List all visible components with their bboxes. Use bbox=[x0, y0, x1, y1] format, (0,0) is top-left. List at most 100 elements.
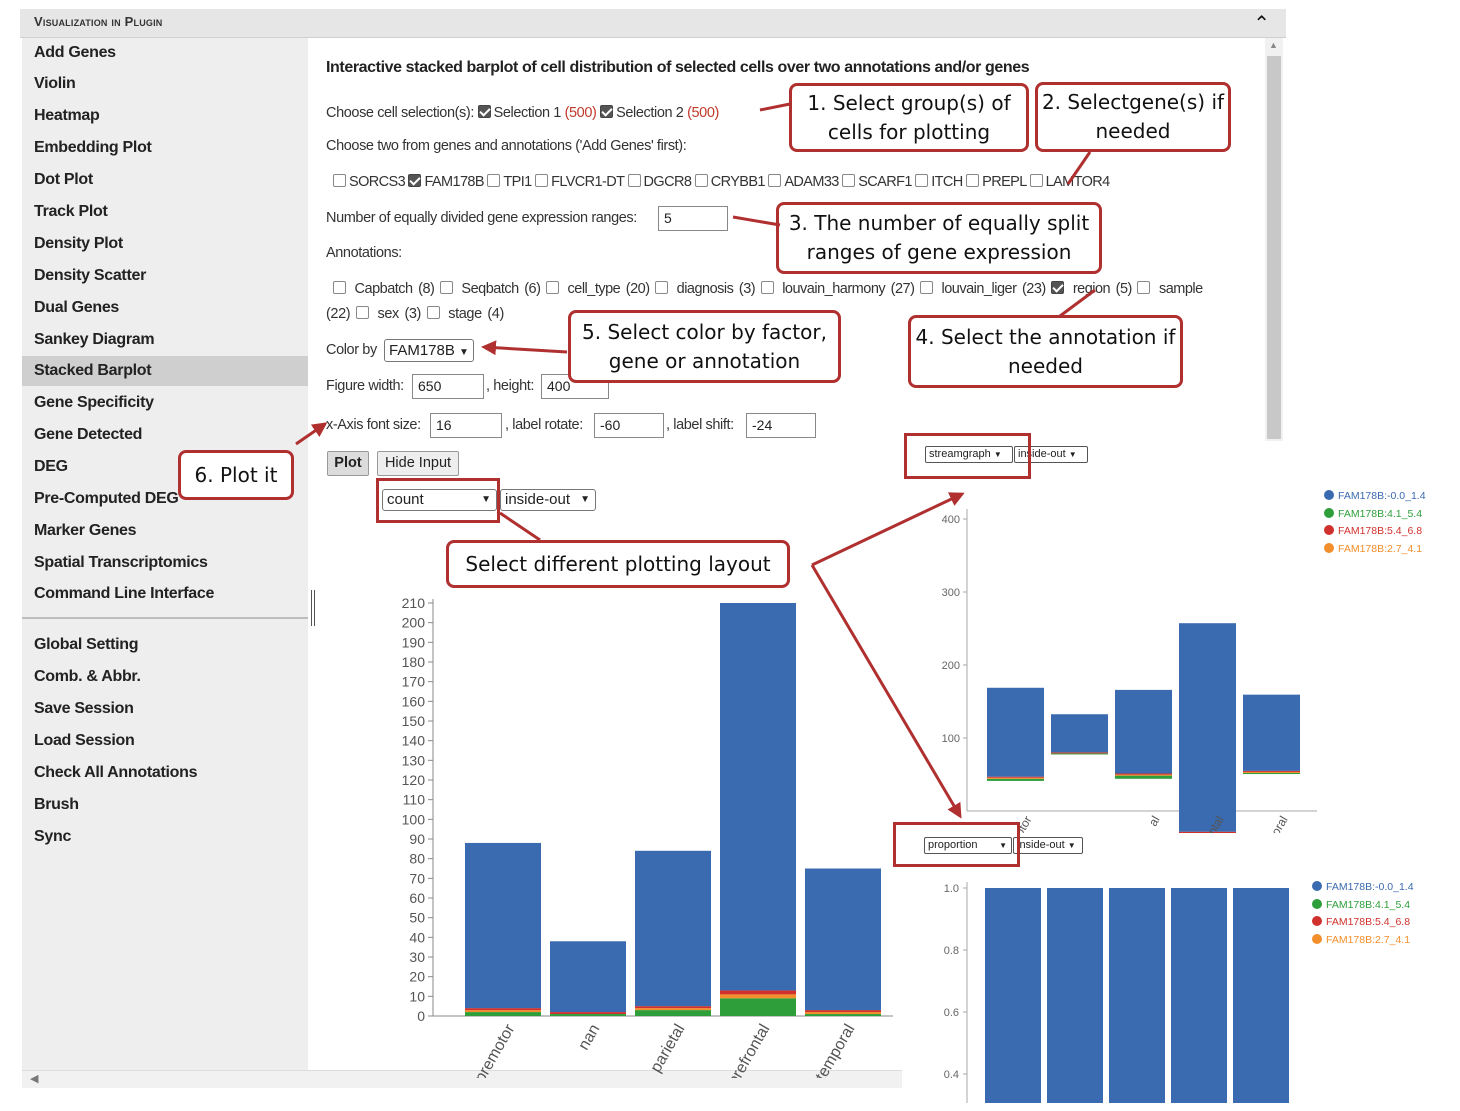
annotation-checkbox-sample[interactable] bbox=[1137, 281, 1151, 294]
annotation-checkbox-row-2: (22) sex (3) stage (4) bbox=[326, 306, 504, 322]
callout-text: 3. The number of equally split ranges of… bbox=[788, 211, 1090, 264]
sidebar-item-heatmap[interactable]: Heatmap bbox=[34, 107, 100, 124]
annotation-label: (22) bbox=[326, 306, 351, 322]
legend-item: FAM178B:4.1_5.4 bbox=[1324, 506, 1426, 524]
scroll-up-icon[interactable]: ▲ bbox=[1269, 40, 1278, 50]
horizontal-scrollbar[interactable]: ◀ bbox=[22, 1070, 902, 1088]
sidebar-resize-handle[interactable] bbox=[311, 590, 315, 626]
gene-label: FAM178B bbox=[424, 174, 484, 190]
sidebar-item-spatial-transcriptomics[interactable]: Spatial Transcriptomics bbox=[34, 554, 208, 571]
axis-font-input[interactable]: 16 bbox=[430, 413, 502, 438]
vertical-scrollbar[interactable]: ▲ bbox=[1265, 38, 1283, 441]
sidebar-item-pre-computed-deg[interactable]: Pre-Computed DEG bbox=[34, 490, 179, 507]
stream-mode-select[interactable]: streamgraph ▼ bbox=[925, 446, 1013, 463]
gene-checkbox-sorcs3[interactable] bbox=[333, 174, 346, 187]
scrollbar-thumb[interactable] bbox=[1267, 56, 1281, 439]
main-content: Interactive stacked barplot of cell dist… bbox=[313, 38, 1265, 1078]
sidebar-item-density-plot[interactable]: Density Plot bbox=[34, 235, 123, 252]
y-tick-label: 20 bbox=[409, 969, 425, 985]
cell-selection-label: Choose cell selection(s): bbox=[326, 105, 474, 121]
proportion-mode-select[interactable]: proportion ▼ bbox=[924, 837, 1012, 854]
gene-label: PREPL bbox=[982, 174, 1027, 190]
y-tick-label: 0.8 bbox=[944, 945, 959, 957]
sidebar-item-check-all-annotations[interactable]: Check All Annotations bbox=[34, 764, 198, 781]
gene-checkbox-flvcr1-dt[interactable] bbox=[535, 174, 549, 187]
layout-order-select[interactable]: inside-out ▼ bbox=[500, 489, 596, 511]
annotation-checkbox-diagnosis[interactable] bbox=[655, 281, 669, 294]
legend-label: FAM178B:4.1_5.4 bbox=[1338, 507, 1423, 520]
callout-annotation: 4. Select the annotation if needed bbox=[908, 315, 1183, 388]
legend-dot-icon bbox=[1312, 916, 1322, 926]
sidebar-item-sync[interactable]: Sync bbox=[34, 828, 72, 845]
sidebar-item-command-line-interface[interactable]: Command Line Interface bbox=[34, 585, 215, 602]
annotation-checkbox-sex[interactable] bbox=[355, 306, 369, 319]
annotation-checkbox-stage[interactable] bbox=[426, 306, 440, 319]
ranges-input[interactable]: 5 bbox=[658, 206, 728, 231]
sidebar-item-dot-plot[interactable]: Dot Plot bbox=[34, 171, 93, 188]
annotation-checkbox-region[interactable] bbox=[1051, 281, 1065, 294]
gene-checkbox-dgcr8[interactable] bbox=[627, 174, 641, 187]
sidebar-item-comb-abbr[interactable]: Comb. & Abbr. bbox=[34, 668, 141, 685]
gene-checkbox-adam33[interactable] bbox=[768, 174, 782, 187]
annotation-checkbox-louvain-liger[interactable] bbox=[919, 281, 933, 294]
layout-mode-select[interactable]: count ▼ bbox=[382, 489, 497, 511]
gene-checkbox-itch[interactable] bbox=[915, 174, 929, 187]
axis-font-label: x-Axis font size: bbox=[326, 417, 421, 433]
hide-input-button[interactable]: Hide Input bbox=[377, 451, 459, 476]
annotation-checkbox-cell-type[interactable] bbox=[545, 281, 559, 294]
bar-segment bbox=[720, 990, 796, 995]
color-by-select[interactable]: FAM178B ▼ bbox=[384, 339, 474, 362]
collapse-chevron-icon[interactable]: ⌃ bbox=[1253, 13, 1270, 35]
selection-2-checkbox[interactable] bbox=[600, 105, 614, 118]
sidebar-item-global-setting[interactable]: Global Setting bbox=[34, 636, 139, 653]
legend-label: FAM178B:4.1_5.4 bbox=[1326, 898, 1411, 911]
label-shift-input[interactable]: -24 bbox=[746, 413, 816, 438]
sidebar-item-gene-detected[interactable]: Gene Detected bbox=[34, 426, 143, 443]
plot-button[interactable]: Plot bbox=[327, 451, 369, 476]
legend-label: FAM178B:-0.0_1.4 bbox=[1338, 490, 1426, 502]
selection-1-checkbox[interactable] bbox=[477, 105, 491, 118]
y-tick-label: 50 bbox=[409, 910, 425, 926]
sidebar-item-brush[interactable]: Brush bbox=[34, 796, 79, 813]
gene-checkbox-scarf1[interactable] bbox=[842, 174, 856, 187]
proportion-bar bbox=[985, 888, 1041, 1103]
gene-checkbox-fam178b[interactable] bbox=[408, 174, 422, 187]
sidebar-item-embedding-plot[interactable]: Embedding Plot bbox=[34, 139, 152, 156]
figure-height-label: , height: bbox=[486, 378, 534, 394]
annotation-label: sample bbox=[1158, 281, 1203, 297]
chevron-down-icon: ▼ bbox=[993, 450, 1002, 459]
sidebar-item-track-plot[interactable]: Track Plot bbox=[34, 203, 108, 220]
sidebar-item-gene-specificity[interactable]: Gene Specificity bbox=[34, 394, 154, 411]
legend-label: FAM178B:-0.0_1.4 bbox=[1326, 881, 1414, 893]
annotation-checkbox-seqbatch[interactable] bbox=[439, 281, 453, 294]
panel-header[interactable]: Visualization in Plugin ⌃ bbox=[20, 9, 1286, 38]
gene-checkbox-crybb1[interactable] bbox=[694, 174, 708, 187]
sidebar-item-deg[interactable]: DEG bbox=[34, 458, 68, 475]
annotation-checkbox-louvain-harmony[interactable] bbox=[760, 281, 774, 294]
sidebar-item-save-session[interactable]: Save Session bbox=[34, 700, 134, 717]
sidebar-item-stacked-barplot[interactable]: Stacked Barplot bbox=[22, 356, 308, 386]
legend-dot-icon bbox=[1324, 507, 1334, 518]
sidebar-item-load-session[interactable]: Load Session bbox=[34, 732, 135, 749]
callout-ranges: 3. The number of equally split ranges of… bbox=[776, 202, 1102, 274]
annotation-checkbox-capbatch[interactable] bbox=[333, 281, 346, 294]
sidebar-item-add-genes[interactable]: Add Genes bbox=[34, 44, 116, 61]
y-tick-label: 0 bbox=[417, 1008, 425, 1024]
bar-segment bbox=[465, 1012, 541, 1016]
figure-width-input[interactable]: 650 bbox=[412, 374, 484, 399]
label-rotate-input[interactable]: -60 bbox=[594, 413, 664, 438]
y-tick-label: 0.4 bbox=[944, 1069, 959, 1081]
sidebar-item-violin[interactable]: Violin bbox=[34, 75, 76, 92]
sidebar-item-dual-genes[interactable]: Dual Genes bbox=[34, 299, 120, 316]
gene-checkbox-lamtor4[interactable] bbox=[1029, 174, 1043, 187]
proportion-order-select[interactable]: inside-out ▼ bbox=[1013, 837, 1083, 854]
gene-checkbox-prepl[interactable] bbox=[966, 174, 980, 187]
sidebar-item-sankey-diagram[interactable]: Sankey Diagram bbox=[34, 331, 155, 348]
x-tick-label: parietal bbox=[647, 1022, 688, 1076]
scroll-left-icon[interactable]: ◀ bbox=[30, 1073, 39, 1085]
sidebar-item-density-scatter[interactable]: Density Scatter bbox=[34, 267, 146, 284]
y-tick-label: 180 bbox=[402, 654, 426, 670]
x-tick-label: temporal bbox=[813, 1022, 859, 1079]
gene-checkbox-tpi1[interactable] bbox=[487, 174, 501, 187]
sidebar-item-marker-genes[interactable]: Marker Genes bbox=[34, 522, 137, 539]
